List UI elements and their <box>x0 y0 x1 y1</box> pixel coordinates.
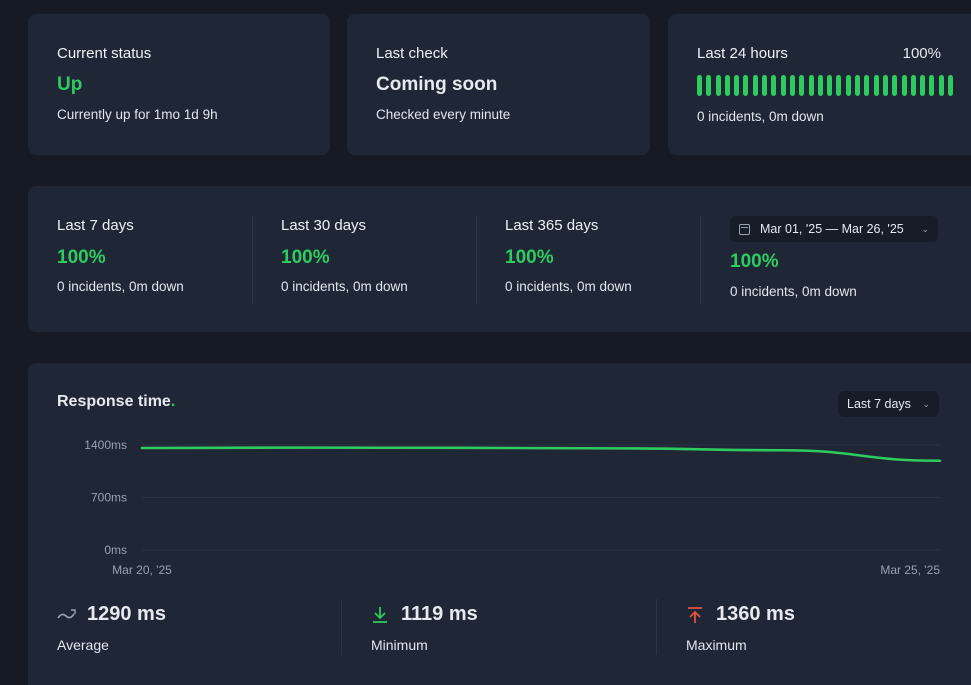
stat-label: Maximum <box>686 637 747 653</box>
divider <box>700 216 701 304</box>
response-time-card: Response time. Last 7 days ⌄ 1400ms 700ms… <box>28 363 971 685</box>
last-24-hours-label: Last 24 hours <box>697 45 788 62</box>
y-tick-label: 1400ms <box>84 438 127 452</box>
stat-minimum: 1119 ms Minimum <box>371 603 478 653</box>
period-incidents: 0 incidents, 0m down <box>505 279 632 294</box>
divider <box>656 599 657 655</box>
period-percent: 100% <box>57 247 106 268</box>
period-label: Last 30 days <box>281 217 367 234</box>
period-percent: 100% <box>505 247 554 268</box>
uptime-bar[interactable] <box>864 75 870 96</box>
uptime-bar[interactable] <box>706 75 712 96</box>
uptime-bar[interactable] <box>734 75 740 96</box>
last-check-card: Last check Coming soon Checked every min… <box>347 14 650 155</box>
date-range-label: Mar 01, '25 — Mar 26, '25 <box>760 222 904 236</box>
response-time-chart: 1400ms 700ms 0ms Mar 20, '25 Mar 25, '25 <box>84 438 942 577</box>
stat-average: 1290 ms Average <box>57 603 166 653</box>
divider <box>476 216 477 304</box>
uptime-bar[interactable] <box>724 75 730 96</box>
uptime-bar[interactable] <box>752 75 758 96</box>
uptime-bar[interactable] <box>715 75 721 96</box>
current-status-value: Up <box>57 74 83 95</box>
last-check-label: Last check <box>376 45 448 62</box>
uptime-bar[interactable] <box>827 75 833 96</box>
time-range-label: Last 7 days <box>847 397 911 411</box>
chevron-down-icon: ⌄ <box>922 398 930 409</box>
time-range-select[interactable]: Last 7 days ⌄ <box>838 391 939 417</box>
check-interval: Checked every minute <box>376 107 511 122</box>
average-icon <box>57 607 79 623</box>
stat-label: Average <box>57 637 109 653</box>
response-time-title: Response time. <box>57 393 175 411</box>
stat-maximum: 1360 ms Maximum <box>686 603 795 653</box>
uptime-bar[interactable] <box>836 75 842 96</box>
period-label: Last 365 days <box>505 217 599 234</box>
uptime-bar[interactable] <box>817 75 823 96</box>
period-label: Last 7 days <box>57 217 134 234</box>
last-24-hours-incidents: 0 incidents, 0m down <box>697 109 824 124</box>
uptime-bar[interactable] <box>901 75 907 96</box>
divider <box>341 599 342 655</box>
uptime-bar[interactable] <box>780 75 786 96</box>
uptime-bar[interactable] <box>910 75 916 96</box>
uptime-bar[interactable] <box>892 75 898 96</box>
stat-value: 1360 ms <box>716 603 795 625</box>
stat-value: 1290 ms <box>87 603 166 625</box>
date-range-picker[interactable]: Mar 01, '25 — Mar 26, '25 ⌄ <box>730 216 938 242</box>
y-tick-label: 700ms <box>91 491 127 505</box>
last-24-hours-percent: 100% <box>902 45 941 62</box>
stat-label: Minimum <box>371 637 428 653</box>
uptime-bar[interactable] <box>873 75 879 96</box>
stat-value: 1119 ms <box>401 603 478 625</box>
period-percent: 100% <box>281 247 330 268</box>
period-incidents: 0 incidents, 0m down <box>281 279 408 294</box>
uptime-bar[interactable] <box>882 75 888 96</box>
y-tick-label: 0ms <box>104 543 127 557</box>
uptime-bar[interactable] <box>938 75 944 96</box>
chevron-down-icon: ⌄ <box>921 223 929 234</box>
period-percent: 100% <box>730 251 779 272</box>
current-status-duration: Currently up for 1mo 1d 9h <box>57 107 218 122</box>
uptime-bar[interactable] <box>789 75 795 96</box>
period-incidents: 0 incidents, 0m down <box>57 279 184 294</box>
response-time-title-text: Response time <box>57 393 171 410</box>
last-24-hours-card: Last 24 hours 100% 0 incidents, 0m down <box>668 14 971 155</box>
uptime-bar[interactable] <box>855 75 861 96</box>
uptime-bar[interactable] <box>762 75 768 96</box>
uptime-bar[interactable] <box>845 75 851 96</box>
uptime-bar[interactable] <box>697 75 702 96</box>
uptime-bar[interactable] <box>929 75 935 96</box>
x-tick-label: Mar 20, '25 <box>112 563 172 577</box>
arrow-down-icon <box>371 606 393 624</box>
divider <box>252 216 253 304</box>
x-tick-label: Mar 25, '25 <box>880 563 940 577</box>
uptime-bar[interactable] <box>948 75 954 96</box>
uptime-bar[interactable] <box>808 75 814 96</box>
uptime-bar[interactable] <box>920 75 926 96</box>
last-check-value: Coming soon <box>376 74 498 95</box>
uptime-bar[interactable] <box>771 75 777 96</box>
uptime-bars <box>697 75 954 96</box>
calendar-icon <box>739 223 750 235</box>
title-accent-dot: . <box>170 393 176 410</box>
uptime-bar[interactable] <box>799 75 805 96</box>
arrow-up-icon <box>686 606 708 624</box>
uptime-periods-card: Last 7 days 100% 0 incidents, 0m down La… <box>28 186 971 332</box>
current-status-card: Current status Up Currently up for 1mo 1… <box>28 14 330 155</box>
period-incidents: 0 incidents, 0m down <box>730 284 857 299</box>
uptime-bar[interactable] <box>743 75 749 96</box>
current-status-label: Current status <box>57 45 152 62</box>
series-line <box>140 446 942 463</box>
